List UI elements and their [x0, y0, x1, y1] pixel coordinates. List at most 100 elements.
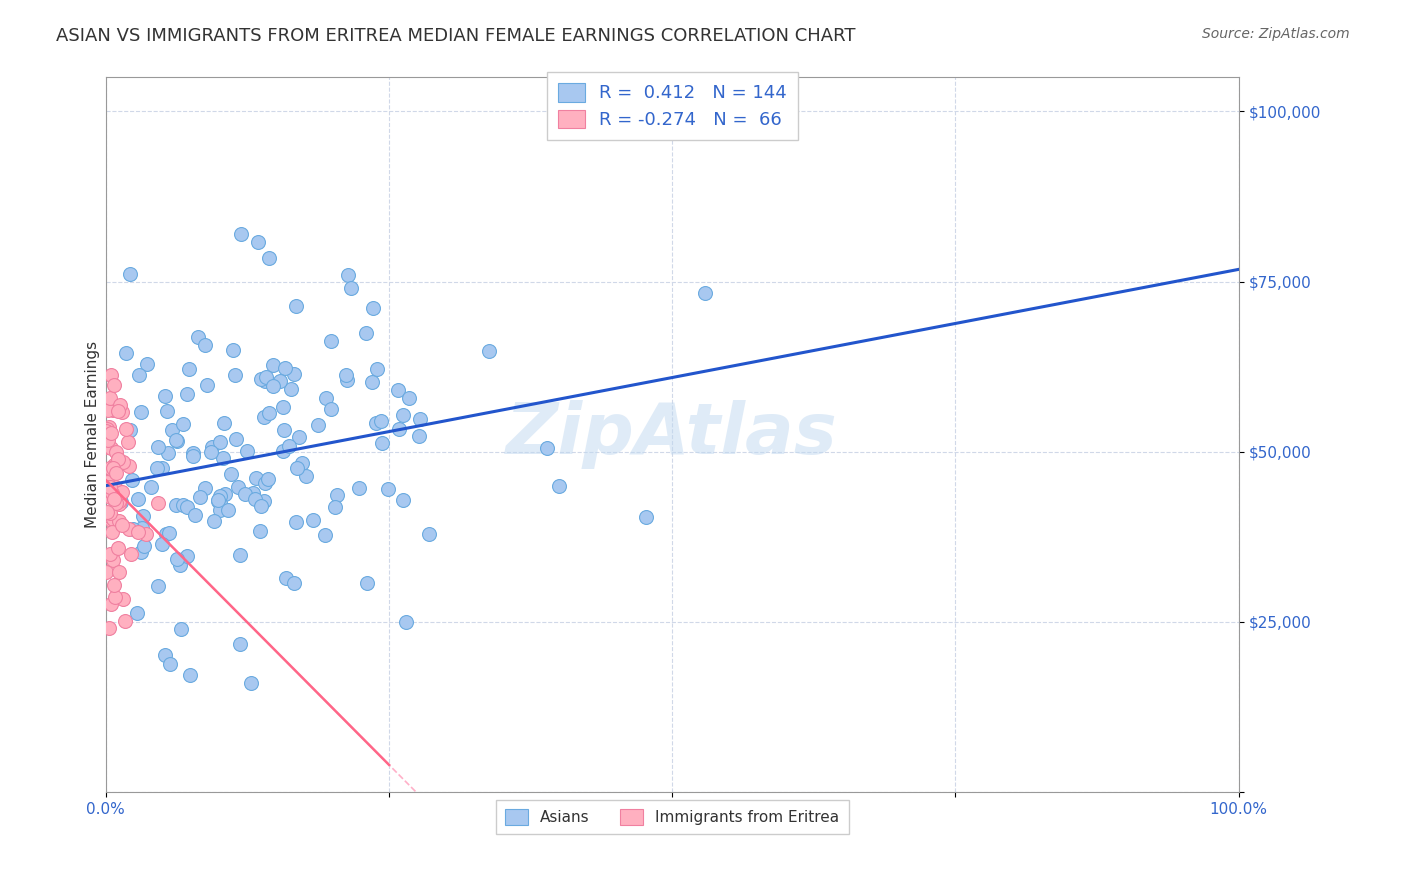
Asians	[276, 571, 298, 585]
Y-axis label: Median Female Earnings: Median Female Earnings	[86, 341, 100, 528]
Asians	[176, 387, 198, 401]
Immigrants from Eritrea	[98, 548, 121, 562]
Asians	[160, 423, 183, 437]
Asians	[387, 422, 409, 436]
Asians	[181, 446, 204, 460]
Immigrants from Eritrea	[104, 480, 127, 494]
Asians	[277, 438, 299, 452]
Immigrants from Eritrea	[100, 524, 122, 539]
Immigrants from Eritrea	[111, 455, 134, 469]
Asians	[287, 430, 309, 444]
Immigrants from Eritrea	[120, 547, 142, 561]
Asians	[177, 362, 200, 376]
Immigrants from Eritrea	[107, 541, 129, 555]
Immigrants from Eritrea	[108, 497, 131, 511]
Immigrants from Eritrea	[118, 522, 141, 536]
Asians	[269, 375, 291, 389]
Asians	[247, 235, 270, 250]
Asians	[478, 344, 501, 359]
Asians	[115, 346, 138, 360]
Asians	[233, 487, 256, 501]
Immigrants from Eritrea	[104, 466, 127, 480]
Asians	[127, 491, 149, 506]
Immigrants from Eritrea	[108, 494, 131, 508]
Asians	[212, 416, 235, 430]
Asians	[253, 476, 276, 491]
Asians	[169, 622, 191, 636]
Asians	[110, 495, 132, 509]
Asians	[314, 528, 336, 542]
Immigrants from Eritrea	[101, 486, 124, 500]
Immigrants from Eritrea	[111, 484, 134, 499]
Immigrants from Eritrea	[97, 403, 120, 417]
Asians	[211, 450, 233, 465]
Immigrants from Eritrea	[101, 552, 124, 566]
Asians	[273, 444, 295, 458]
Asians	[153, 648, 176, 663]
Immigrants from Eritrea	[104, 488, 127, 502]
Immigrants from Eritrea	[97, 621, 120, 635]
Asians	[366, 416, 388, 430]
Asians	[387, 383, 409, 397]
Asians	[370, 414, 392, 428]
Immigrants from Eritrea	[100, 512, 122, 526]
Asians	[157, 445, 180, 459]
Asians	[408, 412, 430, 426]
Asians	[273, 360, 295, 375]
Immigrants from Eritrea	[107, 451, 129, 466]
Asians	[335, 373, 357, 387]
Asians	[145, 461, 167, 475]
Asians	[118, 267, 141, 281]
Asians	[319, 334, 342, 349]
Immigrants from Eritrea	[103, 458, 125, 472]
Asians	[217, 503, 239, 517]
Asians	[222, 343, 245, 357]
Immigrants from Eritrea	[114, 615, 136, 629]
Asians	[240, 676, 263, 690]
Asians	[188, 490, 211, 504]
Immigrants from Eritrea	[127, 525, 149, 540]
Asians	[339, 280, 361, 294]
Immigrants from Eritrea	[107, 452, 129, 467]
Immigrants from Eritrea	[100, 597, 122, 611]
Immigrants from Eritrea	[146, 496, 169, 510]
Asians	[121, 473, 143, 487]
Asians	[259, 407, 281, 421]
Asians	[132, 509, 155, 524]
Asians	[337, 268, 360, 283]
Asians	[128, 368, 150, 382]
Asians	[395, 615, 418, 629]
Asians	[245, 471, 267, 485]
Immigrants from Eritrea	[108, 514, 131, 528]
Asians	[283, 576, 305, 591]
Asians	[307, 418, 329, 433]
Immigrants from Eritrea	[96, 422, 118, 436]
Asians	[183, 450, 205, 464]
Asians	[224, 368, 246, 382]
Asians	[285, 299, 308, 313]
Text: Source: ZipAtlas.com: Source: ZipAtlas.com	[1202, 27, 1350, 41]
Immigrants from Eritrea	[103, 578, 125, 592]
Asians	[121, 523, 143, 537]
Asians	[253, 410, 276, 425]
Asians	[150, 537, 173, 551]
Asians	[301, 513, 323, 527]
Asians	[132, 539, 155, 553]
Immigrants from Eritrea	[96, 565, 118, 579]
Immigrants from Eritrea	[115, 422, 138, 436]
Asians	[208, 489, 231, 503]
Asians	[207, 494, 229, 508]
Asians	[195, 378, 218, 392]
Immigrants from Eritrea	[104, 444, 127, 458]
Asians	[146, 440, 169, 454]
Asians	[169, 558, 191, 573]
Asians	[323, 500, 346, 514]
Asians	[335, 368, 357, 382]
Immigrants from Eritrea	[100, 368, 122, 382]
Asians	[354, 326, 377, 340]
Asians	[250, 372, 273, 386]
Immigrants from Eritrea	[111, 591, 134, 606]
Asians	[159, 526, 181, 541]
Immigrants from Eritrea	[97, 419, 120, 434]
Immigrants from Eritrea	[101, 512, 124, 526]
